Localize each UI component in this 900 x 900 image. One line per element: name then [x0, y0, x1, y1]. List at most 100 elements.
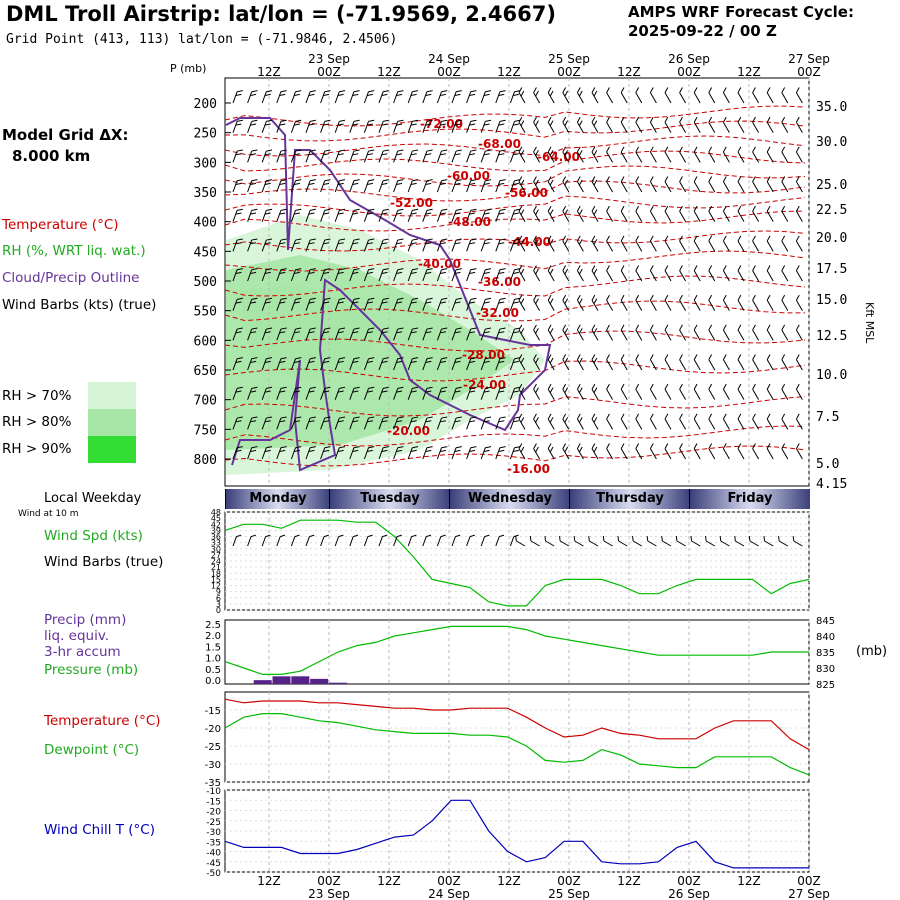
wind-barb [451, 327, 462, 341]
top-time-tick-label: 00Z [557, 65, 581, 79]
wind-barb [635, 354, 643, 371]
wind-barb [261, 327, 273, 341]
pressure-tick-label: 200 [194, 97, 217, 112]
pressure-right-tick-label: 830 [816, 664, 835, 675]
wind-barb [466, 446, 477, 460]
wind-barb [664, 146, 672, 163]
bottom-time-tick-label: 00Z [317, 874, 341, 888]
wind-barb [349, 446, 360, 460]
wind-barb [349, 268, 360, 282]
wind-barb [693, 87, 701, 104]
wind-barb [547, 116, 555, 133]
surface-wind-barb [305, 534, 315, 547]
wind-chill-tick-label: -35 [206, 838, 221, 848]
wind-barb [290, 416, 302, 430]
wind-barb [752, 265, 760, 282]
wind-barb [466, 208, 477, 222]
wind-barb [276, 297, 287, 311]
top-time-tick-label: 12Z [737, 65, 761, 79]
temperature-contour-label: -28.00 [462, 348, 505, 362]
wind-speed-line [224, 519, 810, 607]
top-date-label: 25 Sep [548, 52, 590, 66]
wind-barb [576, 294, 584, 311]
wind-barb [232, 297, 243, 311]
wind-barb [290, 208, 302, 222]
wind-barb [247, 357, 258, 371]
wind-barb [407, 416, 419, 430]
wind-chill-label: Wind Chill T (°C) [44, 822, 155, 838]
wind-barb [693, 176, 701, 193]
wind-barb [509, 357, 521, 371]
precip-bar [291, 676, 310, 684]
wind-barb [334, 208, 346, 222]
wind-barb [708, 87, 716, 104]
wind-barb [509, 327, 521, 341]
wind-barb [679, 443, 687, 460]
wind-barb [305, 446, 316, 460]
wind-barb [480, 386, 492, 400]
bottom-time-tick-label: 12Z [257, 874, 281, 888]
wind-barb [693, 443, 701, 460]
wind-barb [576, 443, 584, 460]
wind-barb [466, 268, 477, 282]
wind-speed-tick-label: 12 [211, 582, 221, 591]
wind-barb [422, 90, 433, 104]
temperature-contour [224, 165, 806, 187]
day-friday: Friday [689, 489, 810, 509]
surface-wind-barb [646, 535, 657, 547]
kft-tick-label: 20.0 [816, 231, 847, 246]
temperature-contour [224, 425, 806, 447]
surface-wind-barb [661, 535, 672, 547]
wind-barb [451, 149, 462, 163]
wind-barb [518, 235, 526, 252]
wind-barb [795, 413, 803, 430]
legend-rh80-swatch [88, 409, 136, 436]
wind-barb [436, 90, 448, 104]
wind-speed-tick-label: 9 [216, 588, 221, 597]
wind-barb [533, 87, 541, 104]
temperature-contour-label: -64.00 [537, 150, 580, 164]
top-date-label: 27 Sep [788, 52, 830, 66]
wind-barb [781, 324, 789, 341]
wind-barb [693, 146, 701, 163]
precip-label: Precip (mm) [44, 612, 127, 628]
wind-barb [393, 268, 404, 282]
wind-barb [363, 416, 375, 430]
wind-barb [708, 443, 716, 460]
local-weekday-title: Local Weekday [44, 491, 142, 506]
surface-wind-barb [509, 534, 519, 547]
wind-barb [480, 327, 492, 341]
surface-wind-barb [247, 534, 256, 547]
precip-tick-label: 1.5 [205, 642, 221, 653]
wind-barb [795, 265, 803, 282]
wind-barb [334, 179, 346, 193]
wind-speed-tick-label: 30 [211, 545, 221, 554]
surface-wind-barb [320, 534, 329, 547]
precip-pressure-panel [224, 619, 810, 685]
precip-tick-label: 2.0 [205, 631, 221, 642]
wind-barb [606, 443, 614, 460]
wind-barb [533, 383, 541, 400]
wind-barb [781, 116, 789, 133]
wind-barb [495, 416, 506, 430]
wind-barb [562, 294, 570, 311]
top-date-label: 26 Sep [668, 52, 710, 66]
wind-barb [781, 354, 789, 371]
pressure-axis-title: P (mb) [170, 62, 207, 75]
wind-barb [232, 149, 243, 163]
temperature-contour-label: -60.00 [447, 169, 490, 183]
wind-barb [436, 327, 448, 341]
wind-barb [547, 176, 555, 193]
legend-cloud: Cloud/Precip Outline [2, 270, 140, 286]
wind-barb [635, 116, 643, 133]
surface-wind-barb [559, 535, 570, 547]
wind-barb [766, 294, 774, 311]
wind-barb [495, 208, 506, 222]
wind-barb [407, 357, 419, 371]
wind-barb [495, 327, 506, 341]
wind-barb [547, 413, 555, 430]
wind-barb [305, 208, 316, 222]
kft-tick-label: 17.5 [816, 262, 847, 277]
wind-barb [378, 149, 389, 163]
legend-rh70-label: RH > 70% [2, 388, 72, 404]
